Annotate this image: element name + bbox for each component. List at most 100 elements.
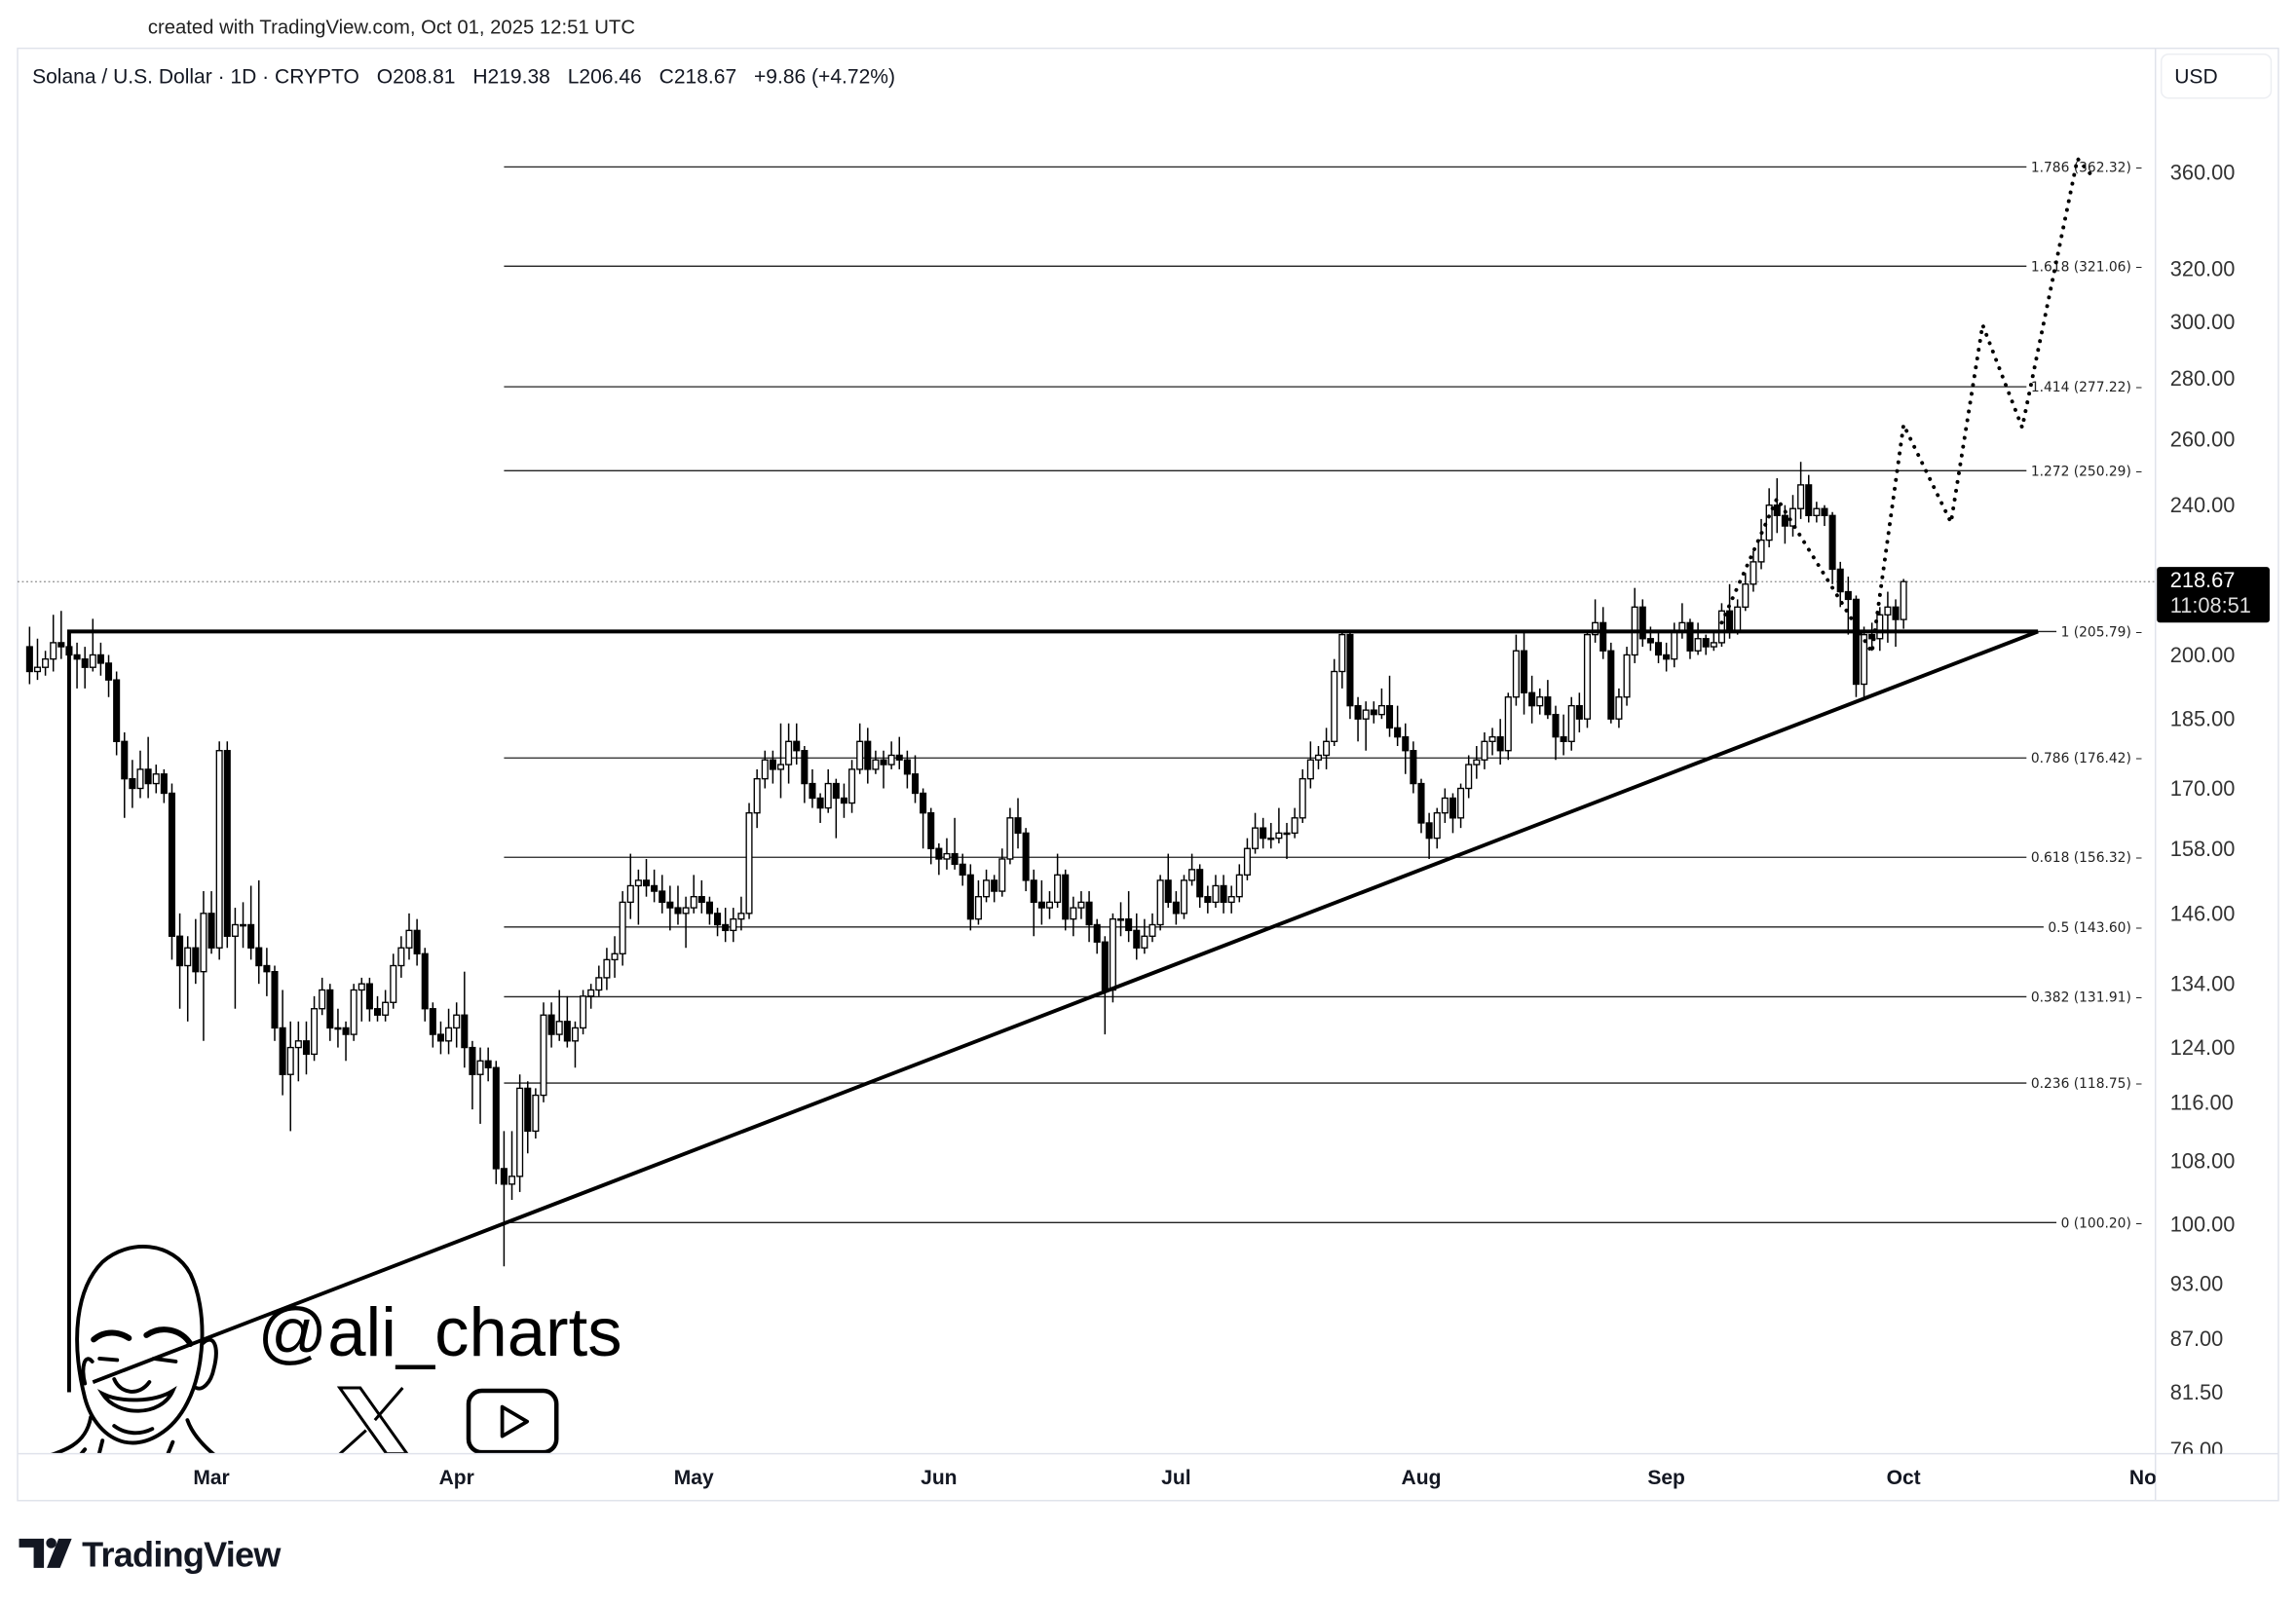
candle-body-up [603, 958, 611, 979]
candle [1338, 630, 1346, 689]
candle [1070, 896, 1077, 937]
fib-level[interactable]: 1.786 (362.32) – [504, 160, 2142, 175]
candle-body-up [1457, 787, 1465, 819]
candle [1006, 807, 1014, 865]
candle [1702, 634, 1710, 655]
candle [1125, 891, 1133, 943]
candle [500, 1131, 508, 1267]
candle-body-up [1006, 817, 1014, 860]
candle [1354, 696, 1362, 742]
candle [207, 891, 215, 954]
candle [880, 750, 887, 789]
drawings[interactable] [66, 154, 2095, 1393]
candle [1014, 798, 1022, 849]
candle-body-up [690, 896, 697, 909]
fib-level[interactable]: 0.786 (176.42) – [504, 751, 2142, 766]
candle [1836, 561, 1844, 608]
candle-body-up [1323, 740, 1331, 757]
candle [1227, 885, 1235, 914]
candle-body-down [176, 935, 184, 967]
candle-body-down [959, 863, 966, 877]
candle [350, 984, 358, 1041]
time-axis[interactable]: Mar Apr May Jun Jul Aug Sep Oct Nov [193, 1467, 2168, 1489]
time-axis-tick: Aug [1402, 1467, 1442, 1489]
candle [785, 723, 793, 784]
fib-level[interactable]: 0.382 (131.91) – [504, 990, 2142, 1005]
fib-level-label: 1.786 (362.32) – [2031, 160, 2142, 175]
price-axis-tick: 360.00 [2170, 160, 2236, 184]
candle [1141, 918, 1148, 954]
candle-body-down [160, 773, 168, 795]
fib-level[interactable]: 0.236 (118.75) – [504, 1076, 2142, 1092]
candle [1394, 705, 1402, 747]
candle [832, 778, 840, 839]
candle-body-down [880, 759, 887, 766]
price-axis-tick: 185.00 [2170, 707, 2236, 731]
candle-body-down [659, 890, 666, 904]
candle-body-down [1607, 650, 1615, 720]
candle-body-down [247, 923, 255, 949]
fib-level-label: 0.236 (118.75) – [2031, 1076, 2142, 1092]
candle-body-down [966, 874, 974, 920]
watermark: @ali_charts [258, 1293, 622, 1454]
candle-body-down [365, 983, 373, 1010]
fib-level[interactable]: 1.618 (321.06) – [504, 259, 2142, 275]
candle-body-up [508, 1176, 516, 1185]
candle [1267, 822, 1275, 849]
price-axis[interactable]: 360.00 320.00 300.00 280.00 260.00 240.00 200.… [2170, 160, 2236, 1462]
candle [753, 768, 761, 829]
candle [1156, 875, 1164, 931]
fib-level-label: 1.414 (277.22) – [2031, 380, 2142, 395]
candle [215, 741, 223, 960]
candle [1750, 550, 1757, 592]
candle-body-down [279, 1027, 286, 1075]
candle [1275, 807, 1283, 843]
fib-level[interactable]: 0 (100.20) – [504, 1215, 2142, 1231]
candle [524, 1081, 532, 1154]
candle-body-up [1331, 670, 1338, 742]
candle-body-up [1156, 879, 1164, 926]
candle [935, 842, 943, 876]
candle [1362, 701, 1370, 751]
tradingview-logo[interactable]: TradingView [19, 1534, 282, 1574]
plot-area[interactable]: 1.786 (362.32) – 1.618 (321.06) – 1.414 (2… [18, 154, 2156, 1501]
fib-level[interactable]: 1.272 (250.29) – [504, 464, 2142, 479]
candle-body-up [737, 913, 745, 920]
candle-body-down [1260, 827, 1267, 840]
fib-level-label: 0 (100.20) – [2061, 1215, 2143, 1231]
currency-label[interactable]: USD [2174, 66, 2217, 89]
candle [390, 953, 397, 1009]
candle [1473, 746, 1481, 779]
candle-body-up [453, 1014, 461, 1029]
candle [1757, 518, 1765, 570]
time-axis-tick: Jul [1161, 1467, 1190, 1489]
fib-level[interactable]: 1.414 (277.22) – [504, 380, 2142, 395]
candle [326, 984, 334, 1041]
candle [73, 642, 81, 689]
candle [469, 1040, 476, 1110]
avatar-illustration [48, 1245, 218, 1454]
candle-body-up [1377, 704, 1385, 716]
candle [943, 838, 951, 870]
candle-body-down [547, 1014, 555, 1035]
candle-body-down [192, 947, 200, 973]
candle-body-up [1671, 629, 1678, 660]
currency-button[interactable]: USD [2160, 53, 2273, 99]
candle [927, 807, 935, 865]
candle [1560, 714, 1567, 756]
candle-body-up [761, 759, 769, 780]
candle-body-up [1267, 837, 1275, 840]
ascending-trendline[interactable] [92, 629, 2039, 1385]
candle-body-up [1180, 879, 1188, 915]
candle [887, 741, 895, 769]
candle-body-down [421, 952, 429, 1010]
candle [801, 746, 809, 803]
candle-body-down [801, 750, 809, 785]
ohlc-low: L206.46 [568, 66, 642, 89]
fib-level-label: 1.272 (250.29) – [2031, 464, 2142, 479]
fib-level[interactable]: 0.618 (156.32) – [504, 850, 2142, 866]
candle [1323, 728, 1331, 769]
price-projection-path[interactable] [1719, 154, 2095, 658]
resistance-line[interactable] [66, 629, 2039, 1393]
